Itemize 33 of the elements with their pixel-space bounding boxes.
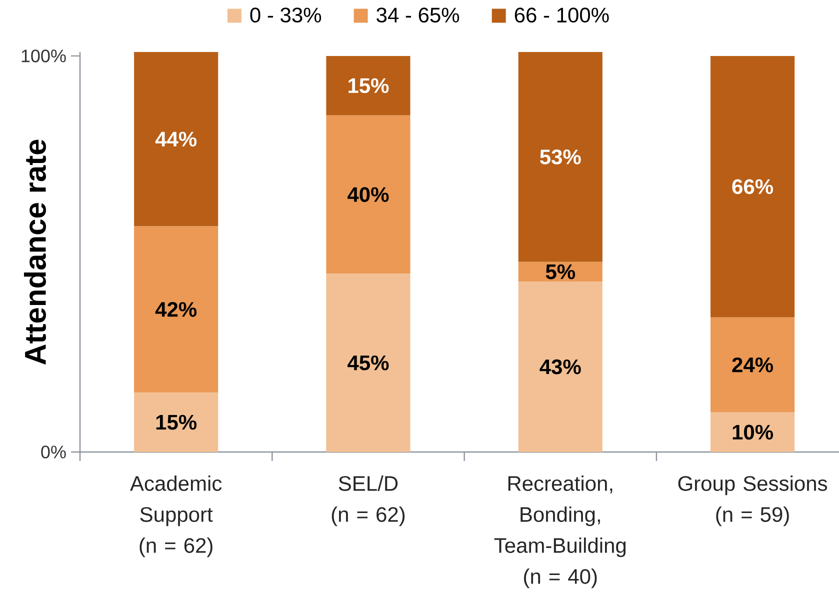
bar [518,52,602,262]
data-label: 10% [732,424,774,440]
bar [134,52,218,226]
bar [518,282,602,452]
bar [326,115,410,274]
data-label: 40% [348,187,389,202]
data-label: 42% [155,302,197,317]
data-label: 15% [156,414,197,430]
bar [710,317,795,412]
bar [134,392,218,452]
y-tick-label: 0% [41,446,66,458]
legend-label: 0 - 33% [250,8,322,23]
legend-label: 34 - 65% [376,8,460,23]
y-axis-title: Attendance rate [24,140,46,365]
bar [710,56,795,318]
x-tick-label: Academic Support (n = 62) [130,476,222,558]
data-label: 66% [732,179,774,194]
x-tick-label: Recreation, Bonding, Team-Building (n = 40) [494,476,626,588]
x-tick-label: SEL/D (n = 62) [332,476,405,526]
legend-label: 66 - 100% [514,8,609,23]
data-label: 45% [348,355,389,370]
y-tick-label: 100% [22,50,66,62]
data-label: 5% [546,264,576,280]
data-label: 43% [540,359,581,374]
x-tick-label: Group Sessions (n = 59) [678,476,828,526]
bar [710,412,795,452]
data-label: 53% [540,150,581,164]
data-label: 24% [732,357,774,372]
bar [326,56,410,116]
data-label: 44% [155,132,197,147]
bar [326,274,410,452]
data-label: 15% [348,78,389,94]
bar [134,226,218,393]
